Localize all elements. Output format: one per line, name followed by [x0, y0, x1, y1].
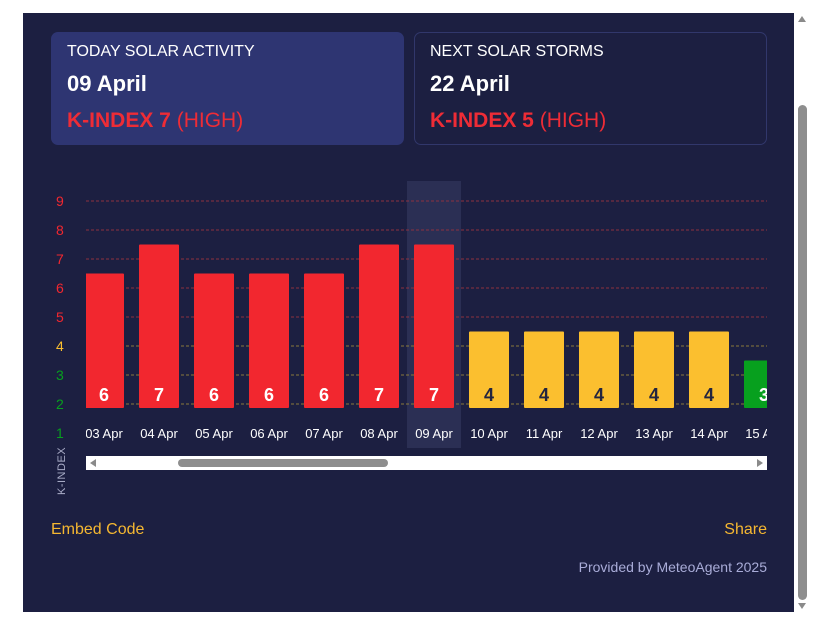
- x-tick-label: 11 Apr: [526, 426, 563, 441]
- next-kindex-level: (HIGH): [539, 109, 607, 132]
- today-card-kindex: K-INDEX 7 (HIGH): [67, 109, 388, 133]
- today-solar-activity-card: TODAY SOLAR ACTIVITY 09 April K-INDEX 7 …: [51, 32, 404, 145]
- bar-value-label: 6: [99, 385, 109, 405]
- next-solar-storms-card: NEXT SOLAR STORMS 22 April K-INDEX 5 (HI…: [414, 32, 767, 145]
- scroll-down-arrow-icon[interactable]: [798, 603, 806, 609]
- bar: [86, 273, 124, 408]
- x-tick-label: 04 Apr: [140, 426, 178, 441]
- x-tick-label: 03 Apr: [85, 426, 123, 441]
- x-tick-label: 13 Apr: [635, 426, 673, 441]
- page-vertical-scrollbar[interactable]: [795, 13, 810, 612]
- solar-activity-widget: TODAY SOLAR ACTIVITY 09 April K-INDEX 7 …: [23, 13, 794, 612]
- y-tick-label: 4: [56, 338, 64, 354]
- bar: [414, 244, 454, 408]
- scroll-left-arrow-icon[interactable]: [90, 459, 96, 467]
- scroll-right-arrow-icon[interactable]: [757, 459, 763, 467]
- bar-value-label: 6: [264, 385, 274, 405]
- today-card-label: TODAY SOLAR ACTIVITY: [67, 43, 255, 60]
- today-kindex-value: K-INDEX 7: [67, 109, 171, 132]
- bar: [524, 331, 564, 408]
- bar: [579, 331, 619, 408]
- bar-value-label: 4: [484, 385, 494, 405]
- bar: [634, 331, 674, 408]
- bar: [139, 244, 179, 408]
- bar: [744, 360, 767, 408]
- next-card-kindex: K-INDEX 5 (HIGH): [430, 109, 751, 133]
- chart-horizontal-scrollbar[interactable]: [86, 456, 767, 470]
- x-tick-label: 05 Apr: [195, 426, 233, 441]
- bar-value-label: 7: [429, 385, 439, 405]
- provided-by-credit: Provided by MeteoAgent 2025: [578, 559, 767, 575]
- y-tick-label: 1: [56, 425, 64, 441]
- y-tick-label: 8: [56, 222, 64, 238]
- y-tick-label: 7: [56, 251, 64, 267]
- bar-value-label: 4: [649, 385, 659, 405]
- scroll-thumb[interactable]: [178, 459, 388, 467]
- y-axis-label: K-INDEX: [56, 446, 68, 495]
- bar-value-label: 6: [319, 385, 329, 405]
- x-tick-label: 08 Apr: [360, 426, 398, 441]
- bar: [194, 273, 234, 408]
- scroll-up-arrow-icon[interactable]: [798, 16, 806, 22]
- x-tick-label: 14 Apr: [690, 426, 728, 441]
- bar-value-label: 4: [539, 385, 549, 405]
- bar: [249, 273, 289, 408]
- bar: [689, 331, 729, 408]
- bar: [304, 273, 344, 408]
- bar-value-label: 4: [594, 385, 604, 405]
- next-card-date: 22 April: [430, 71, 510, 96]
- x-tick-label: 09 Apr: [415, 426, 453, 441]
- bar-value-label: 7: [374, 385, 384, 405]
- x-tick-label: 12 Apr: [580, 426, 618, 441]
- x-tick-label: 10 Apr: [470, 426, 508, 441]
- bar-value-label: 7: [154, 385, 164, 405]
- y-tick-label: 2: [56, 396, 64, 412]
- y-tick-label: 9: [56, 193, 64, 209]
- y-tick-label: 6: [56, 280, 64, 296]
- share-link[interactable]: Share: [724, 521, 767, 538]
- kindex-bar-chart: 1 2 3 4 5 6 7 8 9 6 03 Apr 7 04 Apr 6 05 Apr 6 06 Apr 6 07…: [56, 181, 783, 448]
- y-tick-label: 3: [56, 367, 64, 383]
- bar: [469, 331, 509, 408]
- next-kindex-value: K-INDEX 5: [430, 109, 534, 132]
- bar-value-label: 3: [759, 385, 769, 405]
- today-kindex-level: (HIGH): [176, 109, 244, 132]
- embed-code-link[interactable]: Embed Code: [51, 521, 145, 538]
- y-tick-label: 5: [56, 309, 64, 325]
- bar-value-label: 4: [704, 385, 714, 405]
- vertical-scroll-thumb[interactable]: [798, 105, 807, 600]
- x-tick-label: 06 Apr: [250, 426, 288, 441]
- next-card-label: NEXT SOLAR STORMS: [430, 43, 604, 60]
- bar: [359, 244, 399, 408]
- x-tick-label: 07 Apr: [305, 426, 343, 441]
- x-tick-label: 15 Apr: [745, 426, 783, 441]
- today-card-date: 09 April: [67, 71, 147, 96]
- bar-value-label: 6: [209, 385, 219, 405]
